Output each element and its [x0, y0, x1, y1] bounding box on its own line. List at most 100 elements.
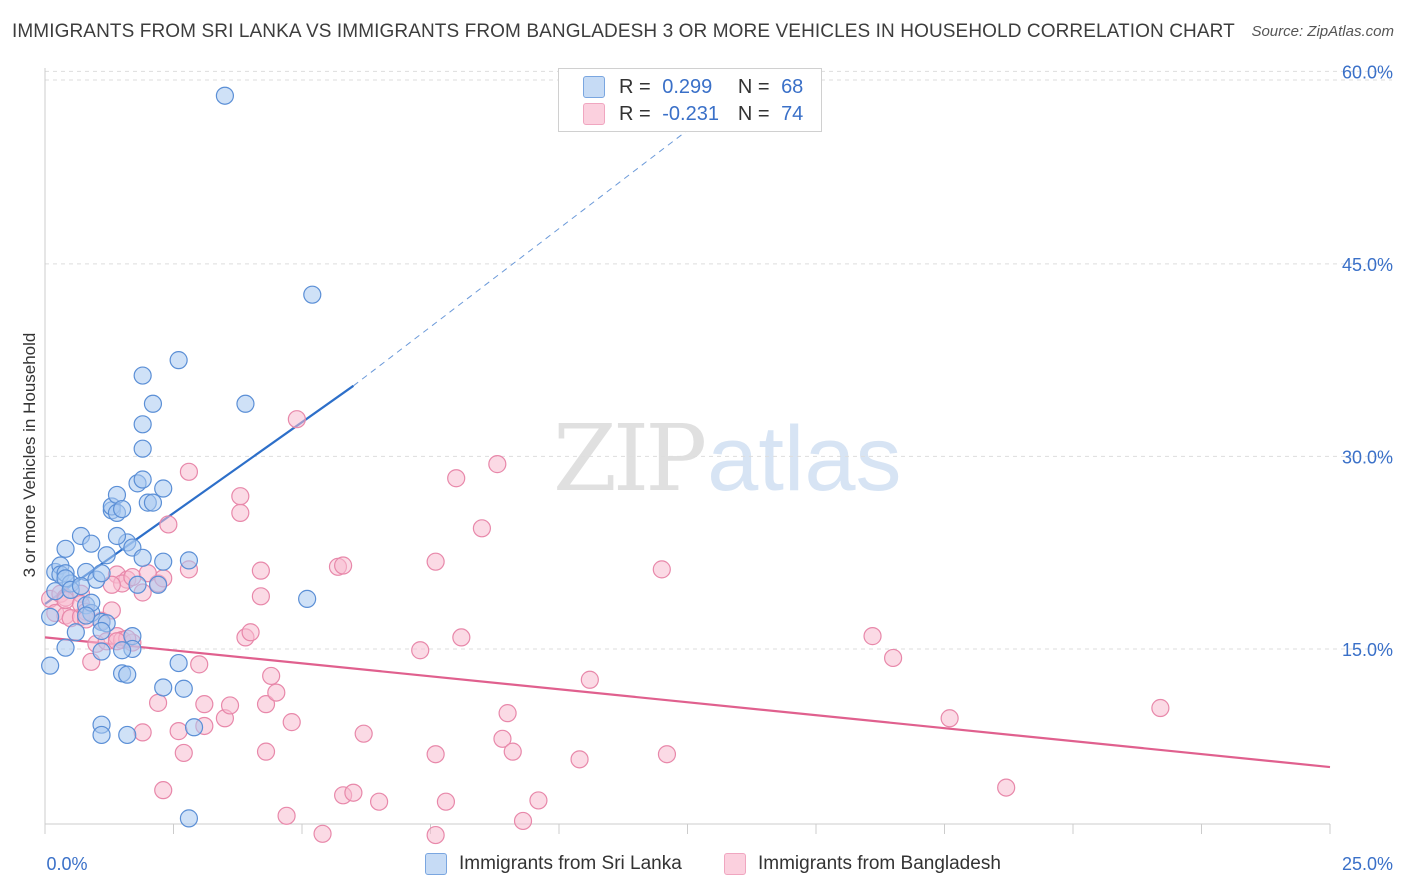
bangladesh-point — [169, 722, 188, 741]
sri-lanka-point — [148, 575, 168, 594]
bangladesh-point — [262, 666, 281, 686]
points-layer — [41, 86, 1170, 845]
bangladesh-point — [241, 623, 260, 642]
n-value-bangladesh: 74 — [781, 102, 804, 125]
bangladesh-point — [488, 455, 507, 474]
y-tick-label: 60.0% — [1342, 62, 1393, 82]
sri-lanka-legend-swatch — [425, 853, 447, 875]
bangladesh-point — [282, 713, 301, 732]
watermark-zip: ZIP — [553, 405, 707, 512]
n-label: N = — [737, 102, 770, 125]
bangladesh-point — [267, 683, 286, 702]
legend-item-sri-lanka: Immigrants from Sri Lanka — [425, 850, 682, 878]
x-tick-label: 25.0% — [1342, 854, 1393, 874]
bangladesh-point — [426, 552, 445, 571]
sri-lanka-point — [169, 351, 188, 370]
sri-lanka-point — [41, 656, 60, 675]
bangladesh-point — [313, 824, 332, 843]
bangladesh-point — [529, 791, 548, 810]
bangladesh-point — [503, 742, 522, 761]
n-value-sri-lanka: 68 — [781, 75, 804, 98]
sri-lanka-point — [92, 564, 111, 583]
labels-layer: 15.0% 30.0% 45.0% 60.0% 0.0% 25.0% — [46, 62, 1393, 874]
bangladesh-point — [997, 778, 1016, 797]
stats-legend-row-bangladesh: R = -0.231 N = 74 — [583, 102, 804, 126]
sri-lanka-point — [66, 623, 85, 642]
legend-item-bangladesh: Immigrants from Bangladesh — [724, 850, 1001, 878]
x-tick-label: 0.0% — [46, 854, 87, 874]
bangladesh-point — [133, 723, 152, 742]
bangladesh-point — [426, 825, 445, 845]
stats-legend: R = 0.299 N = 68 R = -0.231 N = 74 — [558, 68, 822, 132]
bangladesh-point — [940, 709, 959, 728]
legend-label-sri-lanka: Immigrants from Sri Lanka — [459, 853, 682, 874]
sri-lanka-point — [77, 606, 96, 625]
grid-layer — [45, 70, 1392, 650]
y-tick-label: 15.0% — [1342, 640, 1393, 660]
sri-lanka-point — [154, 678, 173, 697]
bangladesh-point — [1151, 698, 1170, 718]
sri-lanka-point — [112, 499, 132, 519]
bangladesh-point — [513, 811, 533, 831]
bangladesh-swatch — [583, 103, 605, 125]
sri-lanka-point — [133, 470, 152, 489]
bangladesh-point — [195, 695, 214, 714]
y-tick-label: 45.0% — [1342, 255, 1393, 275]
bangladesh-point — [256, 695, 276, 714]
r-label: R = — [619, 102, 651, 125]
bangladesh-trend-line — [44, 636, 1331, 769]
bangladesh-point — [472, 519, 491, 538]
bangladesh-point — [452, 628, 471, 647]
r-value-sri-lanka: 0.299 — [662, 75, 713, 98]
sri-lanka-point — [82, 534, 101, 553]
sri-lanka-point — [133, 366, 152, 385]
bangladesh-point — [447, 469, 466, 488]
bangladesh-point — [231, 503, 250, 522]
sri-lanka-point — [133, 439, 152, 458]
bangladesh-point — [883, 648, 903, 668]
bangladesh-point — [411, 641, 430, 660]
bangladesh-point — [220, 696, 240, 715]
bangladesh-legend-swatch — [724, 853, 746, 875]
trend-layer — [44, 70, 1331, 769]
sri-lanka-point — [92, 642, 111, 661]
bangladesh-point — [256, 742, 276, 761]
legend-label-bangladesh: Immigrants from Bangladesh — [758, 853, 1001, 874]
sri-lanka-point — [215, 86, 234, 105]
source-label: Source: ZipAtlas.com — [1251, 23, 1394, 40]
bangladesh-point — [652, 560, 671, 579]
bangladesh-point — [251, 587, 270, 606]
bangladesh-point — [334, 556, 353, 575]
watermark-atlas: atlas — [707, 408, 902, 510]
stats-legend-row-sri-lanka: R = 0.299 N = 68 — [583, 75, 804, 99]
watermark: ZIPatlas — [553, 405, 902, 512]
bangladesh-point — [354, 724, 373, 743]
sri-lanka-point — [133, 548, 152, 567]
bangladesh-point — [580, 670, 599, 689]
sri-lanka-point — [298, 589, 317, 608]
bangladesh-point — [148, 693, 168, 712]
n-label: N = — [737, 75, 770, 98]
sri-lanka-point — [154, 552, 173, 571]
sri-lanka-point — [154, 479, 173, 498]
axis-layer — [44, 68, 1331, 834]
sri-lanka-point — [179, 551, 199, 570]
bangladesh-point — [493, 729, 512, 748]
bangladesh-point — [251, 561, 270, 580]
sri-lanka-point — [56, 539, 75, 558]
sri-lanka-point — [92, 725, 111, 745]
sri-lanka-point — [133, 415, 152, 434]
bangladesh-point — [179, 462, 199, 481]
sri-lanka-swatch — [583, 76, 605, 98]
sri-lanka-point — [179, 809, 199, 828]
bangladesh-point — [436, 792, 456, 811]
sri-lanka-point — [97, 546, 116, 565]
chart-title: IMMIGRANTS FROM SRI LANKA VS IMMIGRANTS … — [12, 21, 1235, 42]
sri-lanka-point — [118, 725, 137, 745]
bangladesh-point — [231, 487, 250, 506]
sri-lanka-point — [107, 526, 127, 546]
r-value-bangladesh: -0.231 — [662, 102, 719, 125]
bangladesh-point — [154, 781, 173, 800]
sri-lanka-point — [143, 493, 163, 512]
bangladesh-point — [159, 515, 178, 534]
